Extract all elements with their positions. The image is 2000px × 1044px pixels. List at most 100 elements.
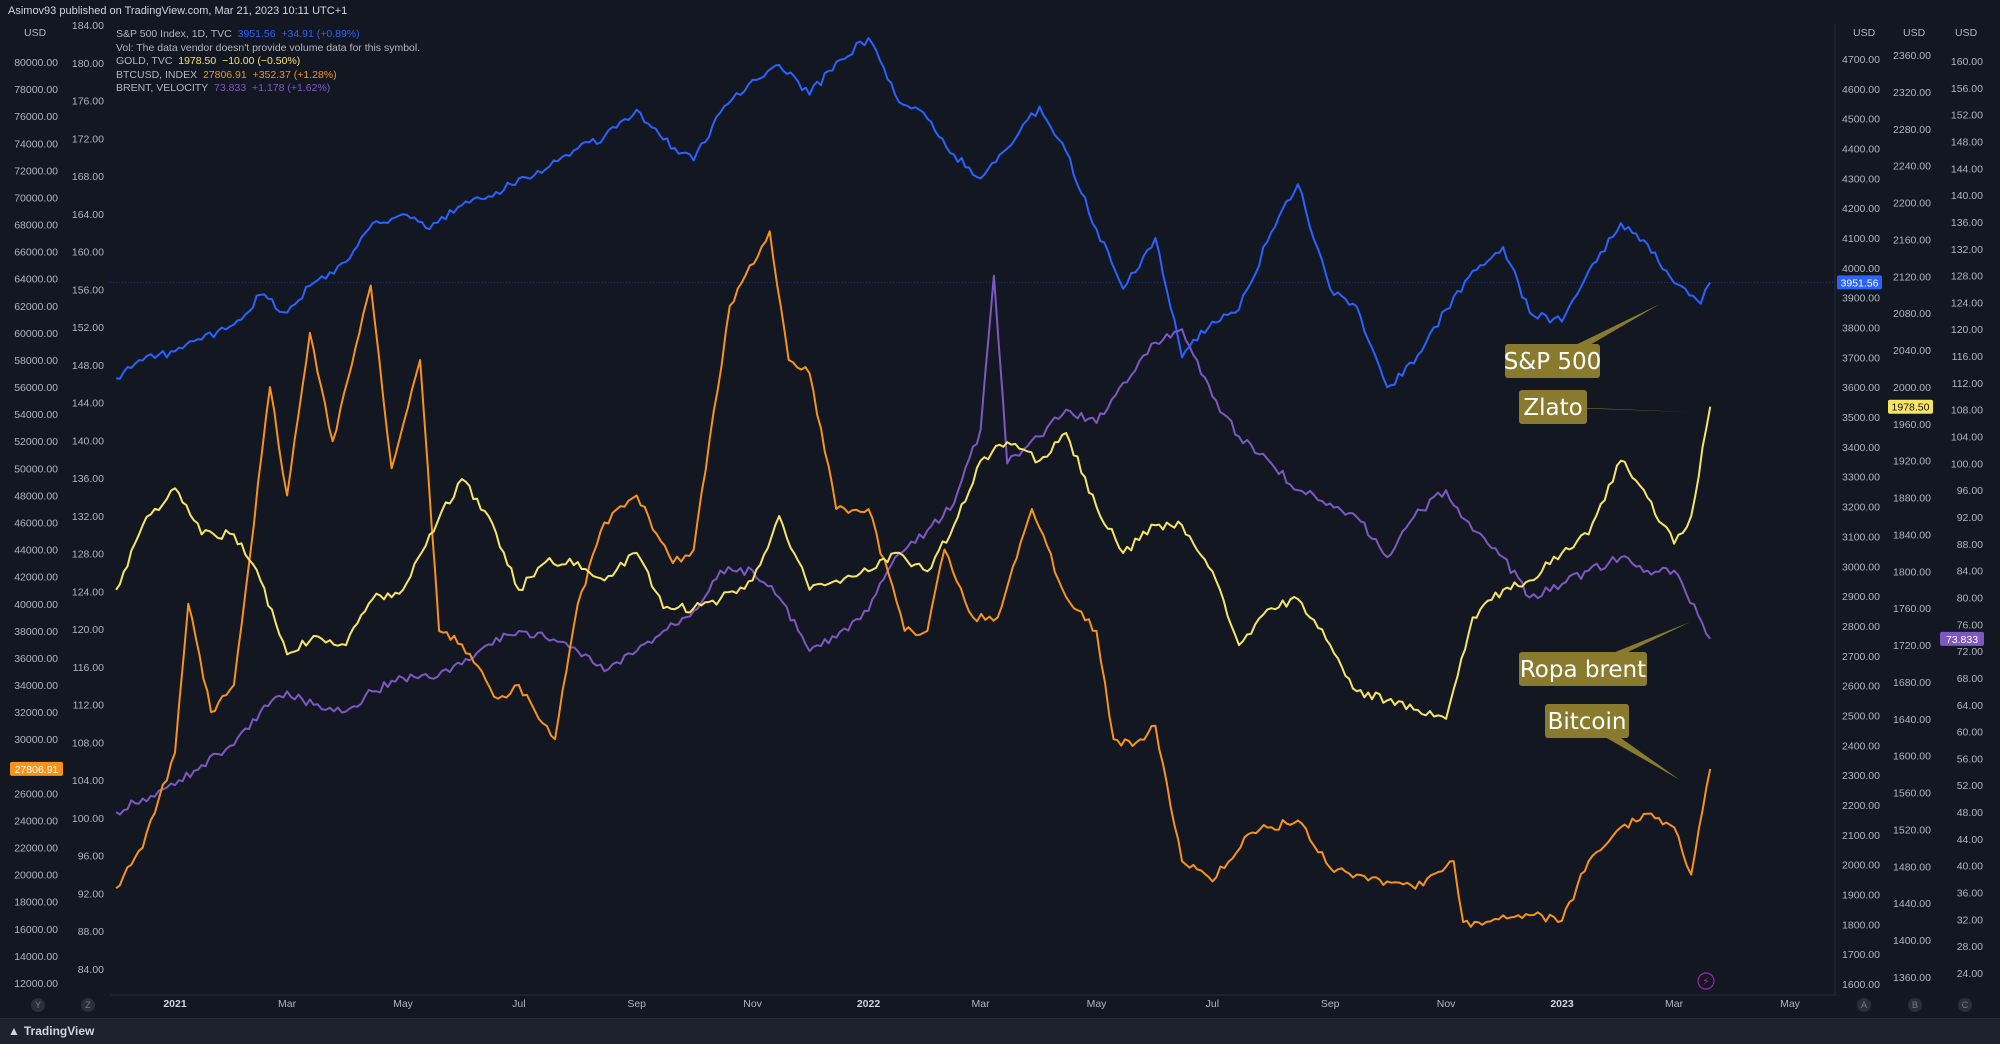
y-tick-label: 2160.00 bbox=[1893, 234, 1931, 246]
legend-name: Vol: The data vendor doesn't provide vol… bbox=[116, 41, 421, 54]
axis-button-y[interactable]: Y bbox=[31, 998, 45, 1012]
y-tick-label: 78000.00 bbox=[14, 84, 58, 96]
chart-canvas[interactable]: USD USD USD USD 80000.00 78000.00 76000.00 7400… bbox=[0, 0, 2000, 1018]
publish-header: Asimov93 published on TradingView.com, M… bbox=[0, 0, 2000, 22]
legend-name: GOLD, TVC bbox=[116, 55, 173, 68]
axis-unit-label: USD bbox=[24, 27, 47, 39]
y-tick-label: 1680.00 bbox=[1893, 677, 1931, 689]
y-tick-label: 1520.00 bbox=[1893, 824, 1931, 836]
brand-name: TradingView bbox=[23, 1024, 95, 1038]
y-tick-label: 2200.00 bbox=[1893, 198, 1931, 210]
y-tick-label: 160.00 bbox=[1951, 56, 1983, 68]
y-tick-label: 1920.00 bbox=[1893, 456, 1931, 468]
y-tick-label: 96.00 bbox=[1957, 485, 1983, 497]
y-tick-label: 80.00 bbox=[1957, 592, 1983, 604]
legend-row-gold[interactable]: GOLD, TVC 1978.50 −10.00 (−0.50%) bbox=[116, 55, 420, 69]
legend-row-btc[interactable]: BTCUSD, INDEX 27806.91 +352.37 (+1.28%) bbox=[116, 69, 420, 83]
callout-label: Bitcoin bbox=[1548, 709, 1627, 735]
y-tick-label: 132.00 bbox=[72, 511, 104, 523]
callout-box-btc[interactable] bbox=[1545, 704, 1629, 738]
x-tick-label: 2022 bbox=[857, 998, 881, 1010]
x-tick-label: Mar bbox=[278, 998, 297, 1010]
y-tick-label: 2100.00 bbox=[1842, 830, 1880, 842]
legend-name: BTCUSD, INDEX bbox=[116, 68, 198, 81]
chart-legend: S&P 500 Index, 1D, TVC 3951.56 +34.91 (+… bbox=[116, 28, 420, 96]
y-tick-label: 3300.00 bbox=[1842, 472, 1880, 484]
y-tick-label: 168.00 bbox=[72, 171, 104, 183]
legend-change: −10.00 (−0.50%) bbox=[222, 55, 301, 68]
y-tick-label: 124.00 bbox=[72, 586, 104, 598]
y-tick-label: 72000.00 bbox=[14, 165, 58, 177]
callout-label: Ropa brent bbox=[1520, 657, 1646, 683]
y-tick-label: 16000.00 bbox=[14, 924, 58, 936]
axis-button-b[interactable]: B bbox=[1908, 998, 1922, 1012]
y-tick-label: 92.00 bbox=[78, 888, 104, 900]
y-tick-label: 144.00 bbox=[72, 398, 104, 410]
callout-box-brent[interactable] bbox=[1519, 652, 1647, 686]
plot-background bbox=[110, 24, 1835, 995]
y-tick-label: 22000.00 bbox=[14, 843, 58, 855]
y-tick-label: 128.00 bbox=[72, 549, 104, 561]
callout-box-gold[interactable] bbox=[1519, 390, 1587, 424]
x-tick-label: May bbox=[1780, 998, 1801, 1010]
y-tick-label: 92.00 bbox=[1957, 512, 1983, 524]
y-tick-label: 2700.00 bbox=[1842, 651, 1880, 663]
y-tick-label: 76000.00 bbox=[14, 111, 58, 123]
y-tick-label: 4300.00 bbox=[1842, 173, 1880, 185]
y-tick-label: 44.00 bbox=[1957, 834, 1983, 846]
y-tick-label: 3500.00 bbox=[1842, 412, 1880, 424]
axis-button-c[interactable]: C bbox=[1958, 998, 1972, 1012]
legend-row-brent[interactable]: BRENT, VELOCITY 73.833 +1.178 (+1.62%) bbox=[116, 82, 420, 96]
y-tick-label: 100.00 bbox=[72, 813, 104, 825]
tradingview-logo[interactable]: ▲ TradingView bbox=[8, 1024, 94, 1038]
y-tick-label: 44000.00 bbox=[14, 545, 58, 557]
y-tick-label: 12000.00 bbox=[14, 978, 58, 990]
y-tick-label: 1400.00 bbox=[1893, 935, 1931, 947]
axis-button-a[interactable]: A bbox=[1857, 998, 1871, 1012]
y-tick-label: 104.00 bbox=[1951, 432, 1983, 444]
series-line-brent[interactable] bbox=[115, 274, 1711, 816]
y-tick-label: 2000.00 bbox=[1893, 382, 1931, 394]
y-tick-label: 4000.00 bbox=[1842, 263, 1880, 275]
lightning-glyph: ⚡ bbox=[1702, 975, 1710, 988]
y-tick-label: 1800.00 bbox=[1893, 566, 1931, 578]
x-tick-label: 2023 bbox=[1550, 998, 1574, 1010]
y-tick-label: 1720.00 bbox=[1893, 640, 1931, 652]
series-line-gold[interactable] bbox=[115, 406, 1712, 720]
callout-box-spx[interactable] bbox=[1505, 344, 1600, 378]
legend-value: 1978.50 bbox=[178, 55, 217, 68]
axis-button-z[interactable]: Z bbox=[81, 998, 95, 1012]
y-tick-label: 74000.00 bbox=[14, 138, 58, 150]
y-tick-label: 148.00 bbox=[72, 360, 104, 372]
y-tick-label: 88.00 bbox=[1957, 539, 1983, 551]
y-tick-label: 14000.00 bbox=[14, 951, 58, 963]
right-axis-panel bbox=[1835, 22, 2000, 1018]
y-tick-label: 32.00 bbox=[1957, 914, 1983, 926]
y-tick-label: 64000.00 bbox=[14, 274, 58, 286]
y-tick-label: 180.00 bbox=[72, 58, 104, 70]
y-tick-label: 2280.00 bbox=[1893, 124, 1931, 136]
y-tick-label: 156.00 bbox=[1951, 83, 1983, 95]
y-tick-label: 3400.00 bbox=[1842, 442, 1880, 454]
publish-info: Asimov93 published on TradingView.com, M… bbox=[8, 5, 348, 17]
lightning-icon[interactable] bbox=[1697, 972, 1715, 990]
y-tick-label: 88.00 bbox=[78, 926, 104, 938]
y-tick-label: 2600.00 bbox=[1842, 681, 1880, 693]
x-tick-label: May bbox=[1087, 998, 1108, 1010]
y-tick-label: 184.00 bbox=[72, 20, 104, 32]
footer-bar: ▲ TradingView bbox=[0, 1018, 2000, 1044]
x-tick-label: 2021 bbox=[163, 998, 187, 1010]
series-line-spx[interactable] bbox=[115, 37, 1712, 389]
legend-row-spx[interactable]: S&P 500 Index, 1D, TVC 3951.56 +34.91 (+… bbox=[116, 28, 420, 42]
series-line-btc[interactable] bbox=[115, 230, 1712, 928]
y-tick-label: 36.00 bbox=[1957, 888, 1983, 900]
tv-logo-icon: ▲ bbox=[8, 1024, 20, 1038]
y-tick-label: 48.00 bbox=[1957, 807, 1983, 819]
y-tick-label: 68.00 bbox=[1957, 673, 1983, 685]
y-tick-label: 3200.00 bbox=[1842, 502, 1880, 514]
y-tick-label: 26000.00 bbox=[14, 788, 58, 800]
y-tick-label: 3900.00 bbox=[1842, 293, 1880, 305]
y-tick-label: 156.00 bbox=[72, 284, 104, 296]
y-tick-label: 144.00 bbox=[1951, 163, 1983, 175]
y-tick-label: 42000.00 bbox=[14, 572, 58, 584]
